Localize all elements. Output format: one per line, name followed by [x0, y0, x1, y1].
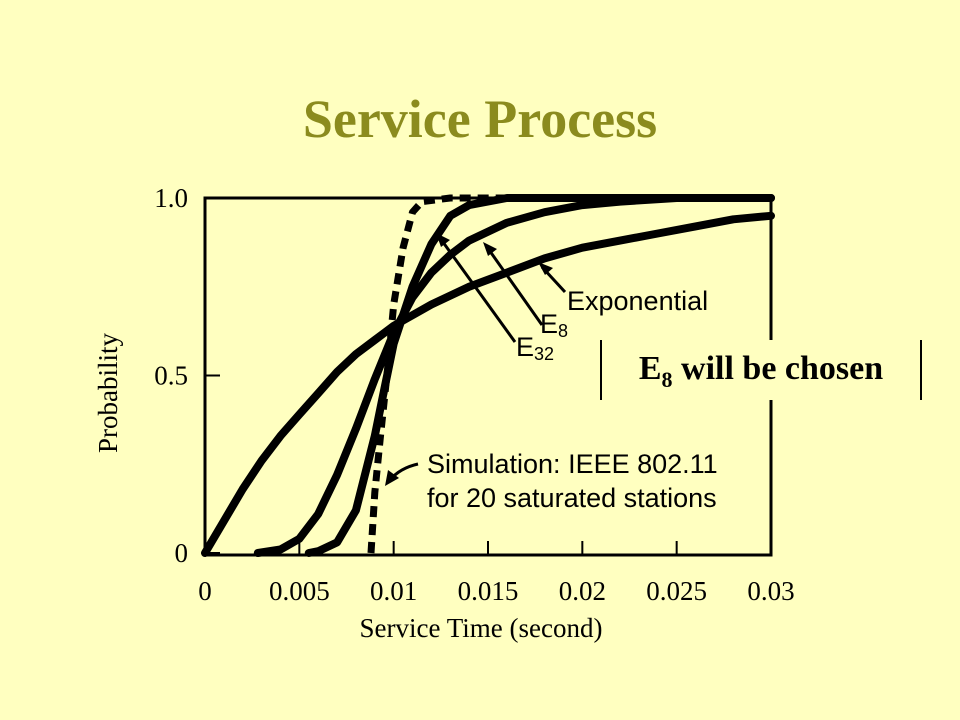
e32-arrow-head	[436, 233, 450, 247]
e32-label: E32	[516, 332, 554, 364]
x-tick-label: 0.005	[269, 576, 330, 606]
e8-label-main: E	[540, 309, 558, 339]
e32-label-main: E	[516, 332, 534, 362]
callout-sub: 8	[661, 367, 673, 392]
chosen-callout: E8 will be chosen	[600, 340, 922, 400]
y-axis-title: Probability	[93, 333, 123, 453]
e32-label-sub: 32	[534, 344, 554, 364]
chart-curves	[201, 194, 775, 557]
x-tick-label: 0	[198, 576, 212, 606]
callout-main: E	[638, 350, 662, 387]
slide-title: Service Process	[302, 89, 658, 149]
x-tick-label: 0.015	[458, 576, 519, 606]
e32-arrow-line	[438, 237, 517, 343]
exponential-label: Exponential	[567, 286, 708, 316]
exponential-arrow-head	[538, 262, 553, 275]
simulation-label-line2: for 20 saturated stations	[427, 483, 717, 513]
series-line-e8	[253, 194, 775, 557]
y-tick-label: 0	[175, 538, 189, 568]
x-axis-title: Service Time (second)	[360, 613, 603, 643]
e8-arrow-head	[483, 242, 497, 256]
e8-label: E8	[540, 309, 568, 341]
series-line-simulation	[367, 194, 771, 554]
y-tick-label: 0.5	[154, 361, 188, 391]
e8-arrow-line	[485, 246, 544, 326]
chart-axes: 0 0.005 0.01 0.015 0.02 0.025 0.03 0 0.5 1.0	[154, 183, 794, 606]
series-line-e32	[304, 194, 775, 557]
simulation-arrow-head	[385, 470, 399, 486]
chart-arrows	[385, 233, 567, 486]
callout-rest: will be chosen	[672, 350, 884, 387]
simulation-label-line1: Simulation: IEEE 802.11	[427, 449, 718, 479]
e8-label-sub: 8	[558, 321, 568, 341]
x-tick-label: 0.025	[646, 576, 707, 606]
y-tick-label: 1.0	[154, 183, 188, 213]
x-tick-label: 0.01	[370, 576, 417, 606]
x-tick-label: 0.02	[559, 576, 606, 606]
x-tick-label: 0.03	[747, 576, 794, 606]
